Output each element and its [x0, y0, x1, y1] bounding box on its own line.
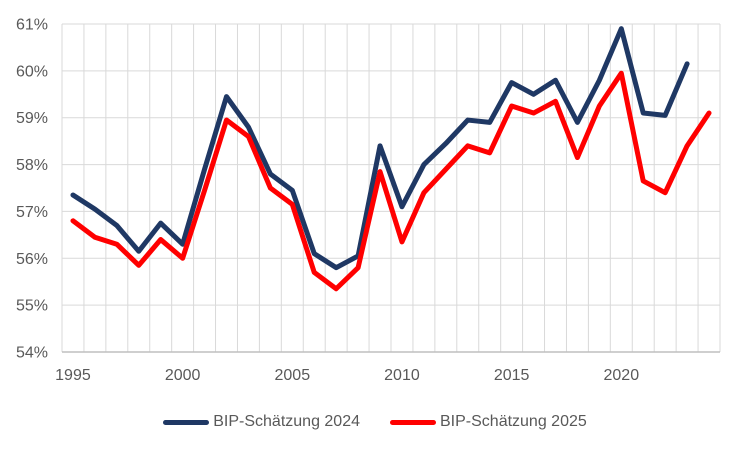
legend-line-swatch-2024 — [163, 419, 210, 425]
legend-line-swatch-2025 — [390, 419, 436, 425]
legend: BIP-Schätzung 2024 BIP-Schätzung 2025 — [0, 403, 750, 441]
x-tick-label: 2015 — [494, 367, 530, 384]
y-tick-label: 59% — [16, 110, 48, 127]
y-tick-label: 56% — [16, 251, 48, 268]
y-tick-label: 54% — [16, 345, 48, 362]
x-tick-label: 1995 — [55, 367, 91, 384]
y-tick-label: 55% — [16, 298, 48, 315]
legend-label-2025: BIP-Schätzung 2025 — [440, 413, 587, 430]
y-tick-label: 57% — [16, 204, 48, 221]
y-axis-tick-labels: 61% 60% 59% 58% 57% 56% 55% 54% — [16, 17, 48, 362]
v-gridlines — [61, 24, 721, 352]
y-tick-label: 58% — [16, 157, 48, 174]
x-tick-label: 2000 — [165, 367, 201, 384]
y-tick-label: 60% — [16, 63, 48, 80]
x-tick-label: 2010 — [384, 367, 420, 384]
x-tick-label: 2020 — [604, 367, 640, 384]
series-line-bip-2025 — [70, 70, 712, 292]
y-tick-label: 61% — [16, 17, 48, 34]
legend-item-bip-2025: BIP-Schätzung 2025 — [390, 413, 587, 431]
legend-item-bip-2024: BIP-Schätzung 2024 — [163, 413, 360, 431]
line-chart: 61% 60% 59% 58% 57% 56% 55% 54% 1995 2000 2005 2010… — [16, 17, 721, 384]
x-axis-tick-labels: 1995 2000 2005 2010 2015 2020 — [55, 367, 639, 384]
legend-label-2024: BIP-Schätzung 2024 — [213, 413, 360, 430]
series-line-bip-2024 — [70, 26, 690, 271]
h-gridlines — [62, 23, 720, 306]
x-tick-label: 2005 — [275, 367, 311, 384]
